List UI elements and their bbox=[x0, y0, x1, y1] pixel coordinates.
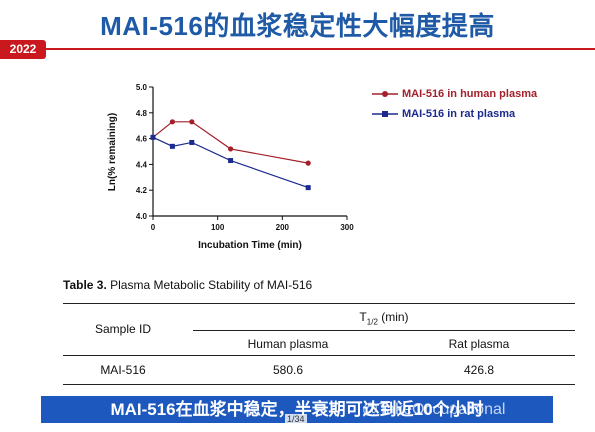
x-axis-title: Incubation Time (min) bbox=[198, 240, 302, 251]
header-rat-plasma: Rat plasma bbox=[448, 337, 510, 351]
header-human-plasma: Human plasma bbox=[247, 337, 329, 351]
row-human-value: 580.6 bbox=[272, 363, 304, 377]
series-0-point-3 bbox=[228, 146, 234, 152]
row-sample-id: MAI-516 bbox=[100, 363, 146, 377]
series-0-point-4 bbox=[305, 160, 311, 166]
year-divider bbox=[46, 48, 595, 50]
series-line-0 bbox=[152, 121, 309, 164]
legend-marker-rat bbox=[372, 111, 398, 117]
stability-chart: 0 100 200 300 4.0 4.2 4.4 4.6 4.8 5.0 Incubation… bbox=[107, 83, 354, 251]
table-caption: Table 3. Plasma Metabolic Stability of M… bbox=[63, 278, 312, 292]
year-badge: 2022 bbox=[0, 40, 46, 59]
x-tick-label-0: 0 bbox=[151, 223, 156, 232]
series-1-point-0 bbox=[150, 134, 156, 140]
slide-title: MAI-516的血浆稳定性大幅度提高 bbox=[100, 11, 495, 41]
x-tick-label-1: 100 bbox=[211, 223, 225, 232]
y-tick-label-4: 4.8 bbox=[136, 109, 148, 118]
header-half-life-unit: (min) bbox=[377, 310, 409, 324]
year-bar: 2022 bbox=[0, 40, 595, 59]
y-tick-label-2: 4.4 bbox=[136, 160, 148, 169]
summary-banner: MAI-516在血浆中稳定，半衰期可达到近10个小时 bbox=[41, 396, 553, 423]
table-caption-label: Table 3. bbox=[63, 278, 107, 292]
row-rat-value: 426.8 bbox=[463, 363, 495, 377]
watermark: @TakeOccupational bbox=[362, 401, 506, 418]
table-bottom-rule bbox=[63, 384, 575, 385]
series-0-point-2 bbox=[189, 119, 195, 125]
header-half-life-sub: 1/2 bbox=[366, 317, 378, 327]
table-header-rule bbox=[193, 330, 575, 331]
y-tick-label-3: 4.6 bbox=[136, 135, 148, 144]
legend-marker-human bbox=[372, 91, 398, 97]
table-mid-rule bbox=[63, 355, 575, 356]
header-sample-id: Sample ID bbox=[94, 322, 152, 336]
y-tick-label-5: 5.0 bbox=[136, 83, 148, 92]
header-half-life: T1/2 (min) bbox=[193, 310, 575, 326]
series-1-point-4 bbox=[305, 185, 311, 191]
legend-label-rat: MAI-516 in rat plasma bbox=[402, 108, 516, 120]
x-tick-label-2: 200 bbox=[276, 223, 290, 232]
series-0-point-1 bbox=[169, 119, 175, 125]
y-axis-title: Ln(% remaining) bbox=[107, 113, 118, 191]
legend-label-human: MAI-516 in human plasma bbox=[402, 88, 538, 100]
x-tick-label-3: 300 bbox=[340, 223, 354, 232]
series-1-point-3 bbox=[228, 158, 234, 164]
series-1-point-1 bbox=[169, 143, 175, 149]
page-counter[interactable]: 1/34 bbox=[285, 414, 307, 424]
table-top-rule bbox=[63, 303, 575, 304]
table-caption-text: Plasma Metabolic Stability of MAI-516 bbox=[106, 278, 313, 292]
y-tick-label-0: 4.0 bbox=[136, 212, 148, 221]
y-tick-label-1: 4.2 bbox=[136, 186, 148, 195]
series-1-point-2 bbox=[189, 139, 195, 145]
header-half-life-main: T bbox=[359, 310, 367, 324]
